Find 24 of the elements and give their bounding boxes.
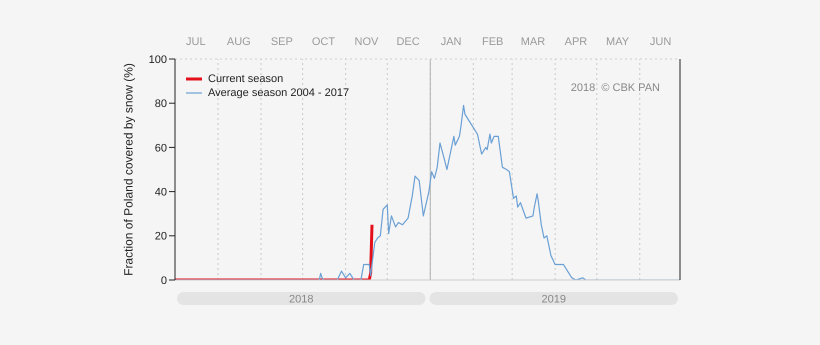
x-tick-label: 2019 — [542, 294, 566, 306]
y-tick-label: 40 — [154, 186, 167, 199]
x2-tick-label: FEB — [482, 36, 504, 48]
x2-tick-label: NOV — [354, 36, 380, 48]
x2-tick-label: JUN — [650, 36, 672, 48]
y-tick-label: 0 — [160, 274, 167, 287]
y-tick-label: 60 — [154, 142, 167, 154]
annotation: 2018 © CBK PAN — [570, 82, 660, 94]
y-tick-label: 20 — [154, 230, 167, 243]
x2-tick-label: AUG — [226, 36, 251, 48]
x2-tick-label: JAN — [440, 36, 462, 48]
legend-label: Average season 2004 - 2017 — [208, 86, 350, 100]
y-axis-title: Fraction of Poland covered by snow (%) — [121, 63, 136, 276]
x2-tick-label: JUL — [186, 36, 206, 48]
x2-tick-label: SEP — [270, 36, 293, 48]
y-tick-label: 80 — [154, 98, 167, 110]
x2-tick-label: DEC — [396, 36, 420, 48]
x2-tick-label: OCT — [312, 36, 336, 48]
x2-tick-label: MAR — [520, 36, 546, 48]
y-tick-label: 100 — [148, 54, 167, 66]
legend-label: Current season — [208, 72, 284, 86]
x-tick-label: 2018 — [289, 294, 314, 306]
x2-tick-label: APR — [564, 36, 588, 48]
x2-tick-label: MAY — [606, 36, 630, 48]
